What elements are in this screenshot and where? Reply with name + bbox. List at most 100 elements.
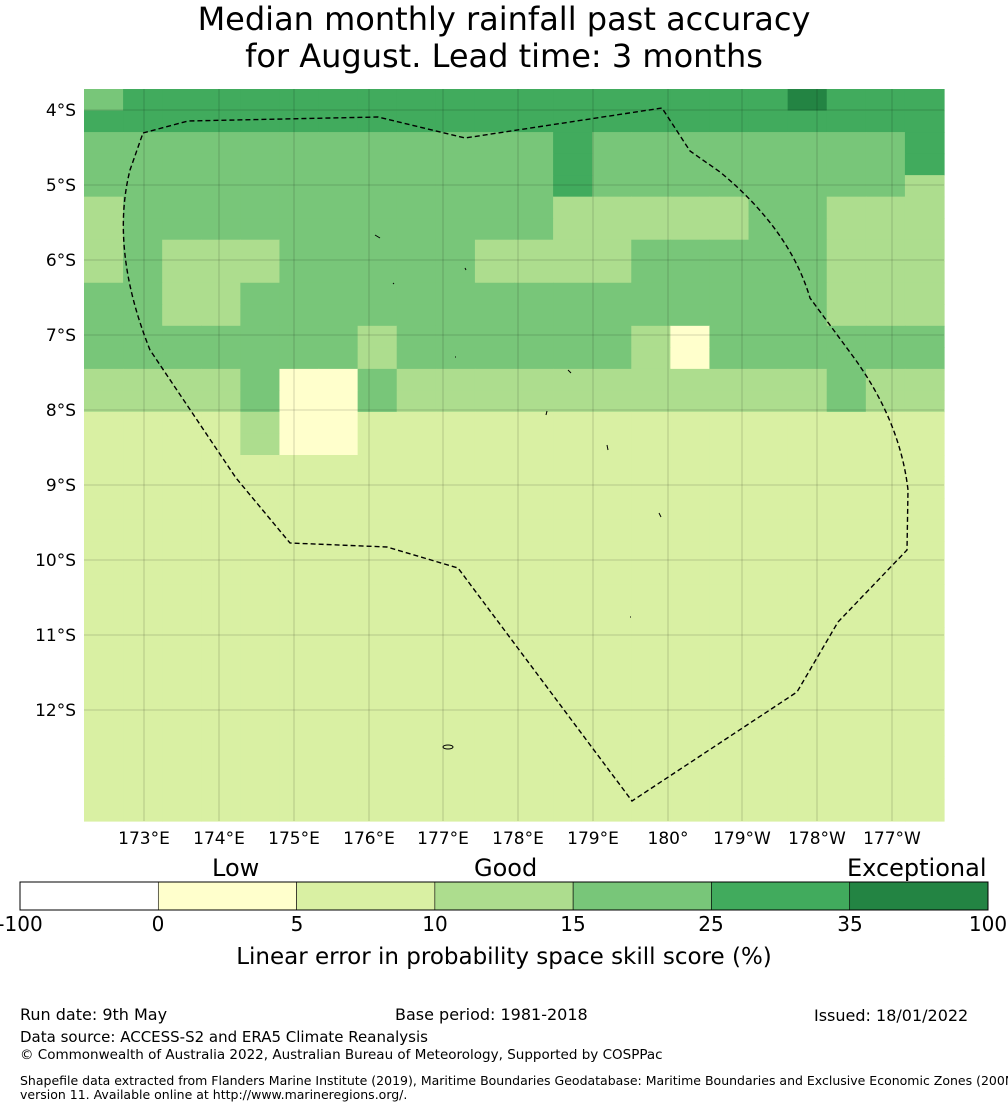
grid-cell xyxy=(748,153,789,176)
grid-cell xyxy=(592,132,632,155)
island xyxy=(658,512,662,518)
grid-cell xyxy=(670,196,711,219)
grid-cell xyxy=(592,541,632,564)
grid-cell xyxy=(553,368,593,392)
longitude-label: 178°E xyxy=(492,829,544,849)
grid-cell xyxy=(592,110,632,133)
grid-cell xyxy=(240,777,281,801)
grid-cell xyxy=(709,153,750,176)
grid-cell xyxy=(162,584,202,607)
grid-cell xyxy=(826,562,867,585)
grid-cell xyxy=(553,153,593,176)
grid-cell xyxy=(514,261,554,284)
grid-cell xyxy=(787,282,828,305)
grid-cell xyxy=(318,89,359,112)
grid-cell xyxy=(670,799,711,822)
grid-cell xyxy=(162,110,202,133)
grid-cell xyxy=(474,627,515,650)
colorbar-tick: 5 xyxy=(290,912,304,936)
grid-cell xyxy=(279,368,320,392)
grid-cell xyxy=(904,455,945,478)
grid-cell xyxy=(279,411,320,435)
grid-cell xyxy=(787,110,828,133)
grid-cell xyxy=(709,455,750,478)
grid-cell xyxy=(514,347,554,370)
grid-cell xyxy=(709,89,750,112)
grid-cell xyxy=(162,455,202,478)
grid-cell xyxy=(318,756,359,779)
grid-cell xyxy=(318,777,359,801)
grid-cell xyxy=(826,670,867,693)
grid-cell xyxy=(318,261,359,284)
grid-cell xyxy=(240,498,281,521)
grid-cell xyxy=(201,282,241,305)
grid-cell xyxy=(670,713,711,736)
grid-cell xyxy=(787,584,828,607)
grid-cell xyxy=(631,325,671,348)
grid-cell xyxy=(240,196,281,219)
grid-cell xyxy=(435,799,476,822)
grid-cell xyxy=(474,261,515,284)
grid-cell xyxy=(904,799,945,822)
grid-cell xyxy=(396,261,437,284)
grid-cell xyxy=(904,239,945,262)
grid-cell xyxy=(865,304,906,327)
grid-cell xyxy=(865,196,906,219)
grid-cell xyxy=(435,132,476,155)
grid-cell xyxy=(865,110,906,133)
grid-cell xyxy=(162,648,202,671)
colorbar-category-exceptional: Exceptional xyxy=(847,854,987,882)
grid-cell xyxy=(592,347,632,370)
grid-cell xyxy=(201,756,241,779)
grid-cell xyxy=(826,368,867,392)
grid-cell xyxy=(826,347,867,370)
colorbar-segment xyxy=(434,881,574,911)
grid-cell xyxy=(240,89,281,112)
grid-cell xyxy=(318,498,359,521)
grid-cell xyxy=(474,304,515,327)
grid-cell xyxy=(240,368,281,392)
grid-cell xyxy=(396,132,437,155)
grid-cell xyxy=(748,584,789,607)
grid-cell xyxy=(748,799,789,822)
grid-cell xyxy=(84,756,124,779)
island xyxy=(606,444,609,451)
grid-cell xyxy=(514,562,554,585)
grid-cell xyxy=(240,476,281,499)
grid-cell xyxy=(709,347,750,370)
grid-cell xyxy=(279,713,320,736)
grid-cell xyxy=(904,153,945,176)
grid-cell xyxy=(514,433,554,456)
grid-cell xyxy=(357,304,398,327)
grid-cell xyxy=(709,605,750,628)
map-title-line-1: Median monthly rainfall past accuracy xyxy=(197,0,811,38)
grid-cell xyxy=(240,132,281,155)
grid-cell xyxy=(631,110,671,133)
grid-cell xyxy=(631,799,671,822)
grid-cell xyxy=(201,411,241,435)
grid-cell xyxy=(84,175,124,198)
grid-cell xyxy=(357,175,398,198)
grid-cell xyxy=(592,411,632,435)
grid-cell xyxy=(826,132,867,155)
grid-cell xyxy=(279,196,320,219)
grid-cell xyxy=(279,498,320,521)
longitude-labels: 173°E 174°E 175°E 176°E 177°E 178°E 179°E 180° 1… xyxy=(118,829,921,849)
grid-cell xyxy=(553,282,593,305)
grid-cell xyxy=(553,175,593,198)
grid-cell xyxy=(709,261,750,284)
grid-cell xyxy=(709,368,750,392)
grid-cell xyxy=(670,411,711,435)
grid-cell xyxy=(514,455,554,478)
grid-cell xyxy=(84,325,124,348)
grid-cell xyxy=(709,433,750,456)
island xyxy=(392,282,395,285)
grid-cell xyxy=(865,411,906,435)
grid-cell xyxy=(631,713,671,736)
grid-cell xyxy=(904,670,945,693)
grid-cell xyxy=(123,390,163,413)
grid-cell xyxy=(240,670,281,693)
grid-cell xyxy=(123,648,163,671)
grid-cell xyxy=(357,411,398,435)
